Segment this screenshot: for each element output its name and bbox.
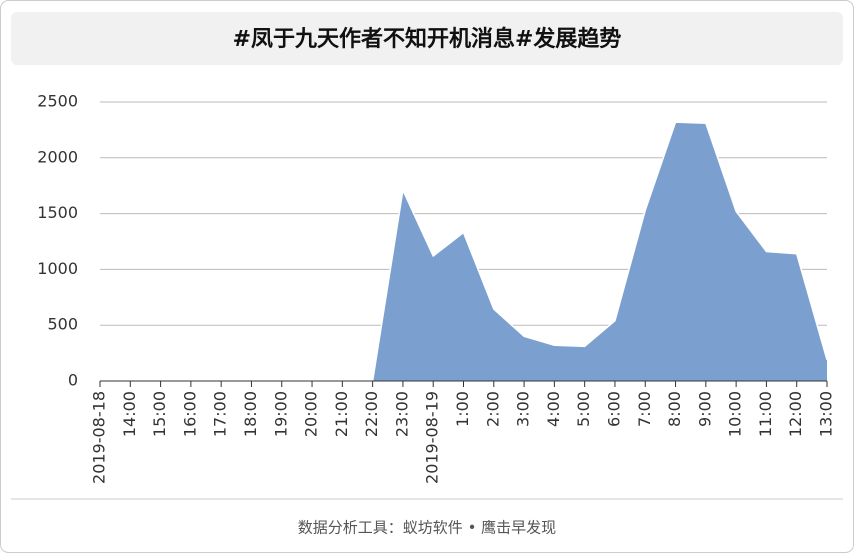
y-tick-label: 2000 xyxy=(37,147,78,166)
x-tick-label: 2:00 xyxy=(483,391,502,427)
x-tick-label: 6:00 xyxy=(604,391,623,427)
x-tick-label: 11:00 xyxy=(756,391,775,437)
x-tick-label: 18:00 xyxy=(241,391,260,437)
x-tick-label: 4:00 xyxy=(544,391,563,427)
x-tick-label: 20:00 xyxy=(302,391,321,437)
x-tick-label: 21:00 xyxy=(332,391,351,437)
footer: 数据分析工具：蚁坊软件 • 鹰击早发现 xyxy=(298,519,556,537)
x-tick-label: 9:00 xyxy=(695,391,714,427)
x-tick-label: 13:00 xyxy=(817,391,836,437)
x-tick-label: 8:00 xyxy=(665,391,684,427)
x-tick-label: 22:00 xyxy=(362,391,381,437)
y-tick-label: 0 xyxy=(68,371,78,390)
x-tick-label: 7:00 xyxy=(635,391,654,427)
y-tick-label: 500 xyxy=(47,315,78,334)
x-tick-label: 17:00 xyxy=(211,391,230,437)
y-tick-label: 1500 xyxy=(37,203,78,222)
y-tick-label: 1000 xyxy=(37,259,78,278)
x-tick-label: 15:00 xyxy=(150,391,169,437)
x-tick-label: 2019-08-19 xyxy=(423,391,442,484)
title-box xyxy=(11,12,843,65)
chart-title: #凤于九天作者不知开机消息#发展趋势 xyxy=(233,26,622,52)
x-tick-label: 16:00 xyxy=(180,391,199,437)
x-tick-label: 2019-08-18 xyxy=(90,391,109,484)
x-tick-label: 1:00 xyxy=(453,391,472,427)
y-tick-label: 2500 xyxy=(37,92,78,111)
x-tick-label: 3:00 xyxy=(514,391,533,427)
x-tick-label: 10:00 xyxy=(726,391,745,437)
area xyxy=(100,122,827,381)
x-tick-label: 12:00 xyxy=(786,391,805,437)
x-tick-label: 5:00 xyxy=(574,391,593,427)
x-tick-label: 23:00 xyxy=(392,391,411,437)
x-tick-label: 19:00 xyxy=(271,391,290,437)
x-tick-label: 14:00 xyxy=(120,391,139,437)
